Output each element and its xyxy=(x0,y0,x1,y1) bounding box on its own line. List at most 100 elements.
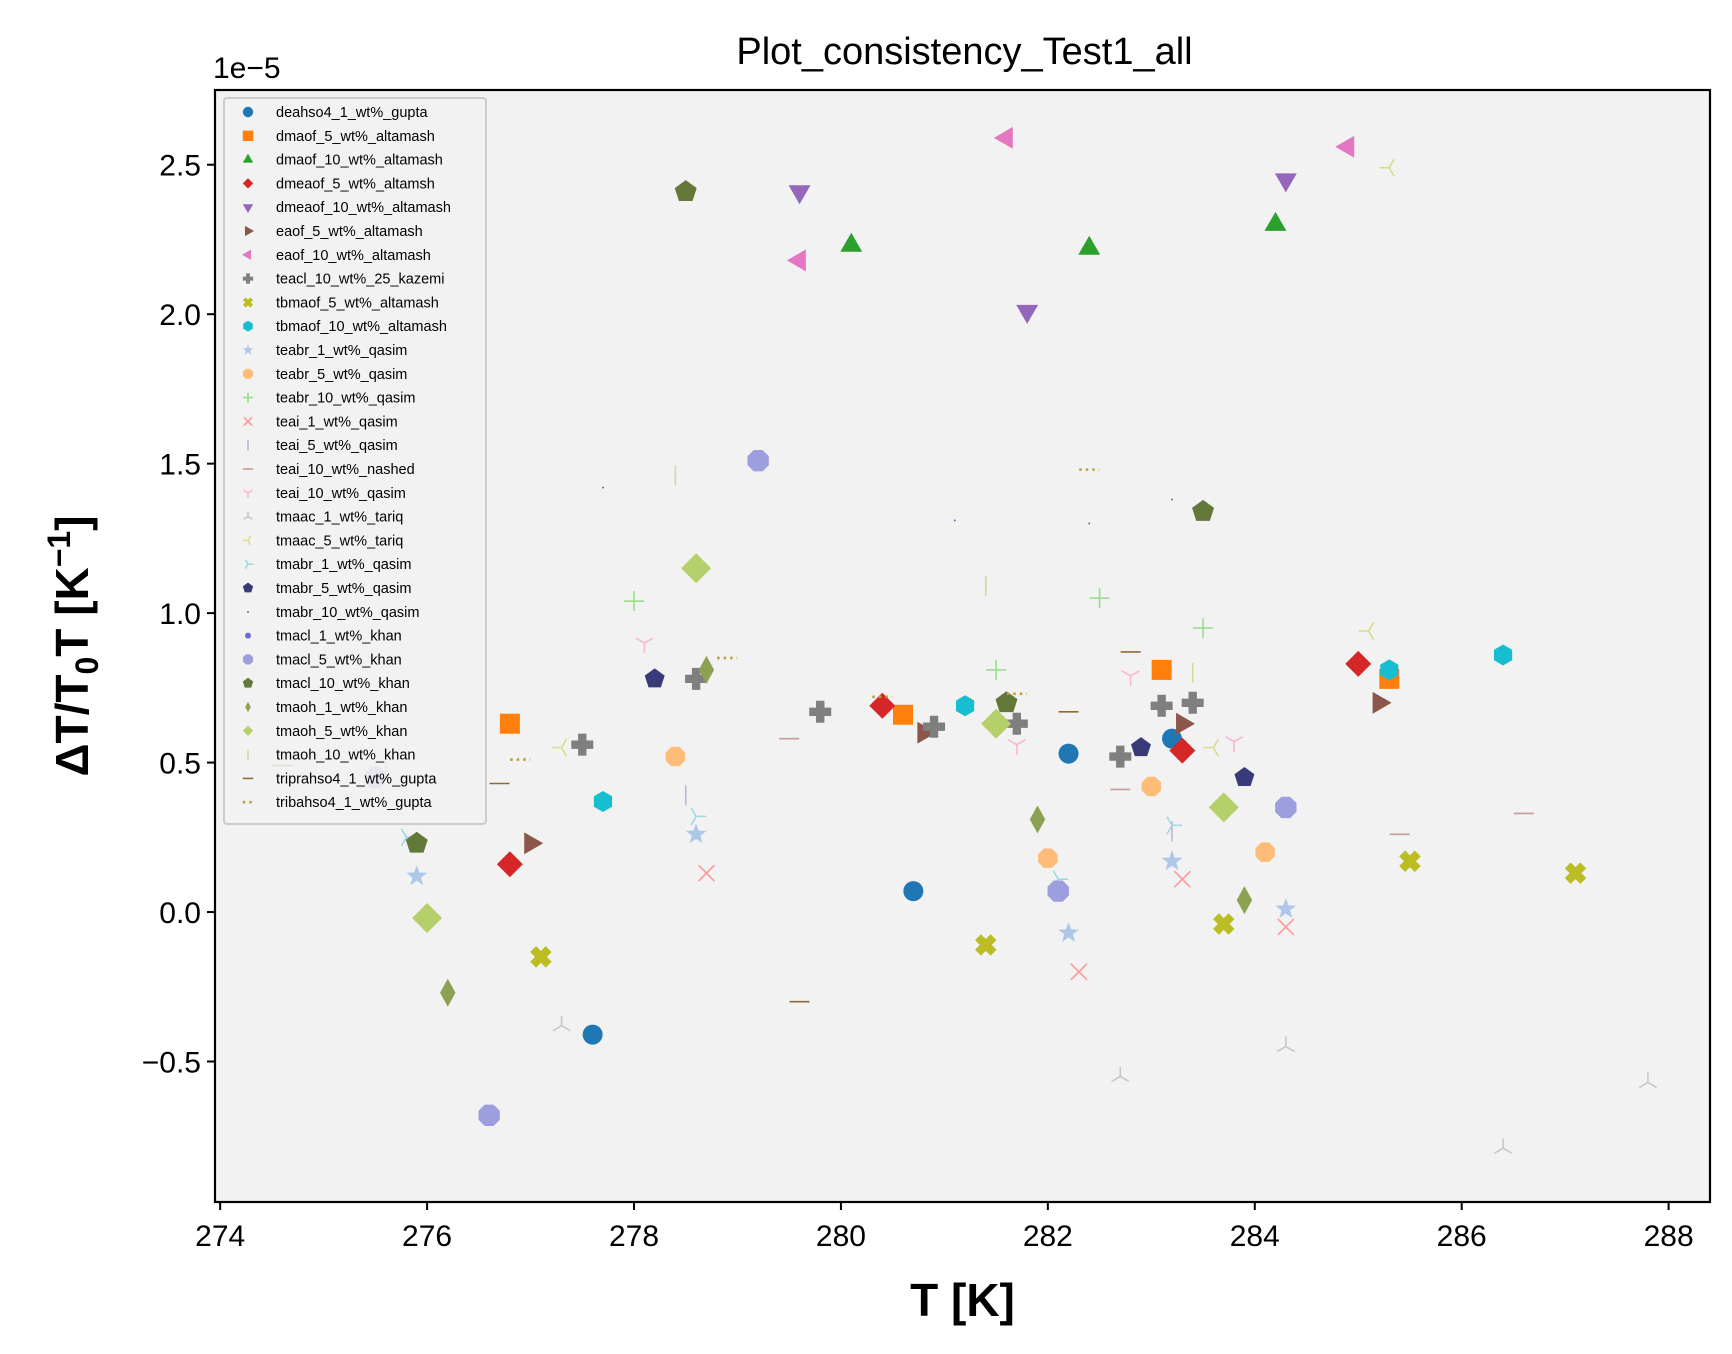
data-point xyxy=(1638,1072,1657,1089)
legend-label: dmaof_5_wt%_altamash xyxy=(276,129,435,145)
y-tick-label: −0.5 xyxy=(142,1047,201,1080)
x-tick-label: 280 xyxy=(816,1220,866,1253)
data-point xyxy=(496,851,523,878)
legend-marker xyxy=(242,535,252,546)
legend-marker xyxy=(244,559,254,570)
data-point xyxy=(1089,588,1110,609)
legend-box xyxy=(223,97,487,825)
data-point xyxy=(1171,498,1173,501)
legend-label: eaof_5_wt%_altamash xyxy=(276,224,423,240)
series-4 xyxy=(788,173,1297,324)
series-11 xyxy=(665,746,1275,868)
data-point xyxy=(1380,659,1399,681)
data-point xyxy=(786,249,806,272)
data-point xyxy=(602,486,604,489)
data-point xyxy=(685,823,707,844)
legend-label: tmaoh_1_wt%_khan xyxy=(276,700,407,716)
legend-marker xyxy=(243,489,253,498)
x-tick-label: 278 xyxy=(609,1220,659,1253)
legend-label: teai_10_wt%_nashed xyxy=(276,462,415,478)
legend-marker xyxy=(242,344,254,355)
series-2 xyxy=(840,211,1287,255)
x-tick-label: 274 xyxy=(195,1220,245,1253)
legend-marker xyxy=(243,416,253,427)
data-point xyxy=(1335,135,1355,158)
data-point xyxy=(644,668,665,688)
legend-label: dmeaof_10_wt%_altamash xyxy=(276,200,451,216)
data-point xyxy=(685,667,708,690)
x-tick-label: 284 xyxy=(1230,1220,1280,1253)
series-26 xyxy=(412,553,1239,934)
legend-label: teacl_10_wt%_25_kazemi xyxy=(276,272,444,288)
y-tick-label: 2.0 xyxy=(159,299,201,332)
legend-marker xyxy=(242,273,254,284)
series-21 xyxy=(602,486,1173,525)
data-point xyxy=(809,700,832,723)
legend-label: tmacl_1_wt%_khan xyxy=(276,629,402,645)
data-point xyxy=(1274,173,1297,193)
data-point xyxy=(1225,735,1244,752)
data-point xyxy=(440,978,456,1007)
data-point xyxy=(1029,805,1046,834)
data-point xyxy=(1192,499,1215,521)
series-5 xyxy=(524,691,1392,855)
data-point xyxy=(582,1024,603,1045)
legend-marker xyxy=(247,611,249,613)
legend-marker xyxy=(242,654,254,665)
x-tick-label: 288 xyxy=(1644,1220,1694,1253)
series-7 xyxy=(571,667,1204,768)
data-point xyxy=(903,881,924,902)
data-point xyxy=(1016,304,1039,324)
legend-marker xyxy=(243,511,253,520)
data-point xyxy=(593,790,613,812)
data-point xyxy=(993,126,1013,149)
data-point xyxy=(1236,886,1253,915)
x-axis-label: T [K] xyxy=(910,1274,1015,1326)
legend-label: teabr_1_wt%_qasim xyxy=(276,343,407,359)
data-point xyxy=(953,519,956,522)
y-axis-label-sub: 0 xyxy=(69,657,105,675)
legend-label: tmabr_1_wt%_qasim xyxy=(276,557,411,573)
data-point xyxy=(530,946,552,968)
y-offset-label: 1e−5 xyxy=(213,52,281,85)
series-3 xyxy=(496,650,1372,878)
x-tick-label: 276 xyxy=(402,1220,452,1253)
data-point xyxy=(1109,745,1132,768)
data-point xyxy=(1088,522,1091,525)
data-point xyxy=(674,180,697,201)
legend-label: tbmaof_10_wt%_altamash xyxy=(276,319,447,335)
series-9 xyxy=(593,644,1513,812)
data-point xyxy=(1151,659,1172,680)
legend-label: dmeaof_5_wt%_altamsh xyxy=(276,176,435,192)
legend-label: teai_10_wt%_qasim xyxy=(276,486,406,502)
series-6 xyxy=(786,126,1355,272)
data-point xyxy=(1161,850,1183,871)
legend-marker xyxy=(242,204,254,214)
legend-marker xyxy=(245,701,251,713)
series-24 xyxy=(405,180,1215,853)
legend-marker xyxy=(242,392,254,403)
data-point xyxy=(1166,816,1183,835)
data-point xyxy=(1038,848,1058,868)
data-point xyxy=(1150,694,1173,717)
series-8 xyxy=(530,850,1587,968)
data-point xyxy=(747,449,769,472)
data-point xyxy=(1275,898,1297,918)
legend-marker xyxy=(242,106,254,118)
data-point xyxy=(981,708,1012,739)
data-point xyxy=(869,692,896,719)
series-15 xyxy=(779,737,1534,836)
data-point xyxy=(571,733,594,756)
data-point xyxy=(412,903,443,934)
legend-label: teai_5_wt%_qasim xyxy=(276,438,398,454)
x-tick-label: 286 xyxy=(1437,1220,1487,1253)
data-point xyxy=(499,713,520,734)
legend-marker xyxy=(242,153,254,163)
data-point xyxy=(917,721,937,744)
legend-label: tribahso4_1_wt%_gupta xyxy=(276,795,433,811)
data-point xyxy=(552,1015,571,1032)
data-point xyxy=(1234,767,1255,787)
data-point xyxy=(1255,842,1275,862)
data-point xyxy=(1493,644,1513,666)
legend-marker xyxy=(242,582,254,593)
